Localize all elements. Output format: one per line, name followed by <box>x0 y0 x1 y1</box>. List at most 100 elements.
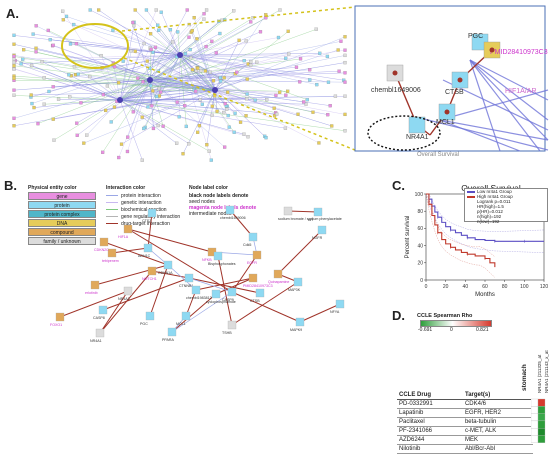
subnetwork-node-label: HIF1A <box>118 235 129 239</box>
drug-column-header: CCLE Drug <box>397 391 463 400</box>
subnetwork-node-label: MAPK9 <box>290 328 302 332</box>
subnetwork-node <box>124 287 132 295</box>
subnetwork-node <box>99 306 107 314</box>
cut-caption: Overall Survival <box>417 152 459 158</box>
x-tick-label: 20 <box>443 284 449 290</box>
x-tick-label: 0 <box>425 284 428 290</box>
subnetwork-node-label: CDKN2C <box>94 248 109 252</box>
subnetwork-node-label: NGFR <box>312 236 323 240</box>
y-tick-label: 100 <box>415 192 424 198</box>
subnetwork-node <box>185 274 193 282</box>
heatmap-cell <box>531 428 538 435</box>
inset-edge-endpoint <box>445 110 450 115</box>
subnetwork-node-label: chembl1649006 <box>220 216 246 220</box>
heatmap-cell <box>538 428 545 435</box>
subnetwork-node-label: tebipenem <box>102 259 119 263</box>
subnetwork-node-label: PPARA <box>162 338 175 342</box>
colorbar-min: -0.691 <box>418 327 432 333</box>
heatmap-cell <box>531 399 538 406</box>
heatmap-cell <box>538 399 545 406</box>
y-tick-label: 0 <box>420 278 423 284</box>
subnetwork-node <box>96 329 104 337</box>
y-axis-label: Percent survival <box>405 216 411 259</box>
drug-target-edge <box>128 229 232 292</box>
subnetwork-node-label: CTSB <box>250 299 260 303</box>
drug-table-header: CCLE Drug Target(s) <box>397 391 533 400</box>
subnetwork-node-label: CTNNB1 <box>179 284 193 288</box>
subnetwork-node <box>212 290 220 298</box>
heatmap-cell <box>531 414 538 421</box>
subnetwork-node <box>124 225 132 233</box>
subnetwork-node <box>256 289 264 297</box>
colorbar-zero: 0 <box>450 327 453 333</box>
drug-target-edge <box>112 248 148 253</box>
drug-target: c-MET, ALK <box>463 427 533 436</box>
heatmap-cell <box>531 406 538 413</box>
drug-target-edge <box>232 292 300 322</box>
column-header-1: NR4A1 (211325_at <box>537 355 542 393</box>
inset-node-label: HIF1A/AR <box>505 88 537 95</box>
subnetwork-node-label: CASP8 <box>93 316 105 320</box>
subnetwork-node <box>284 207 292 215</box>
subnetwork-node <box>168 328 176 336</box>
heatmap-cells <box>531 391 547 443</box>
x-tick-label: 60 <box>482 284 488 290</box>
y-tick-label: 40 <box>417 243 423 249</box>
heatmap-cell <box>538 414 545 421</box>
subnetwork-node <box>253 251 261 259</box>
subnetwork-node <box>228 321 236 329</box>
subnetwork-node-label: PMID28410973C3 <box>243 284 273 288</box>
inset-node-label: PGC <box>468 33 483 40</box>
drug-target: CDK4/6 <box>463 400 533 409</box>
drug-name: AZD6244 <box>397 436 463 445</box>
x-tick-label: 80 <box>502 284 508 290</box>
x-tick-label: 40 <box>463 284 469 290</box>
y-tick-label: 20 <box>417 261 423 267</box>
subnetwork-node <box>182 312 190 320</box>
colorbar <box>420 320 492 327</box>
subnetwork-node-label: NR4A3 <box>118 297 130 301</box>
subnetwork-node <box>274 270 282 278</box>
subnetwork-node-label: NOTCH1 <box>142 277 157 281</box>
drug-target-edge <box>95 265 168 285</box>
subnetwork-node-label: AR <box>308 218 313 222</box>
target-column-header: Target(s) <box>463 391 533 400</box>
subnetwork-node-label: NR4A1 <box>90 339 102 343</box>
km-legend-swatch <box>467 191 475 193</box>
subnetwork-node-label: CASP9 <box>222 298 234 302</box>
km-legend-swatch <box>467 196 475 198</box>
subnetwork-node <box>318 226 326 234</box>
colorbar-max: 0.821 <box>476 327 489 333</box>
subnetwork-node <box>108 249 116 257</box>
heatmap-cell <box>538 406 545 413</box>
subnetwork-node <box>100 238 108 246</box>
drug-target-edge <box>288 211 318 212</box>
subnetwork-node-label: PGC <box>140 322 148 326</box>
subnetwork-node <box>146 312 154 320</box>
drug-name: PD-0332991 <box>397 400 463 409</box>
colorbar-title: CCLE Spearman Rho <box>417 313 472 319</box>
inset-edge-endpoint <box>458 78 463 83</box>
subnetwork-node-label: CTSZ <box>142 219 152 223</box>
tissue-label: stomach <box>521 364 528 391</box>
subnetwork-node-label: erlotinib <box>85 291 98 295</box>
subnetwork-node-label: ADH1C <box>138 254 151 258</box>
drug-target: MEK <box>463 436 533 445</box>
subnetwork-node <box>249 233 257 241</box>
subnetwork-node <box>148 209 156 217</box>
column-header-2: NR4A1 (211143_x_at <box>544 350 549 393</box>
drug-target: Abl/Bcr-Abl <box>463 445 533 454</box>
subnetwork-node-label: chembl1983812 <box>186 296 212 300</box>
inset-node-label: CTSB <box>445 89 464 96</box>
subnetwork-node <box>144 244 152 252</box>
x-tick-label: 120 <box>540 284 549 290</box>
km-legend-text: n(low)=192 <box>477 219 499 224</box>
subnetwork-node-label: FOXO1 <box>50 323 62 327</box>
subnetwork-node <box>192 286 200 294</box>
subnetwork-node <box>314 208 322 216</box>
panel-letter-d: D. <box>392 308 405 323</box>
